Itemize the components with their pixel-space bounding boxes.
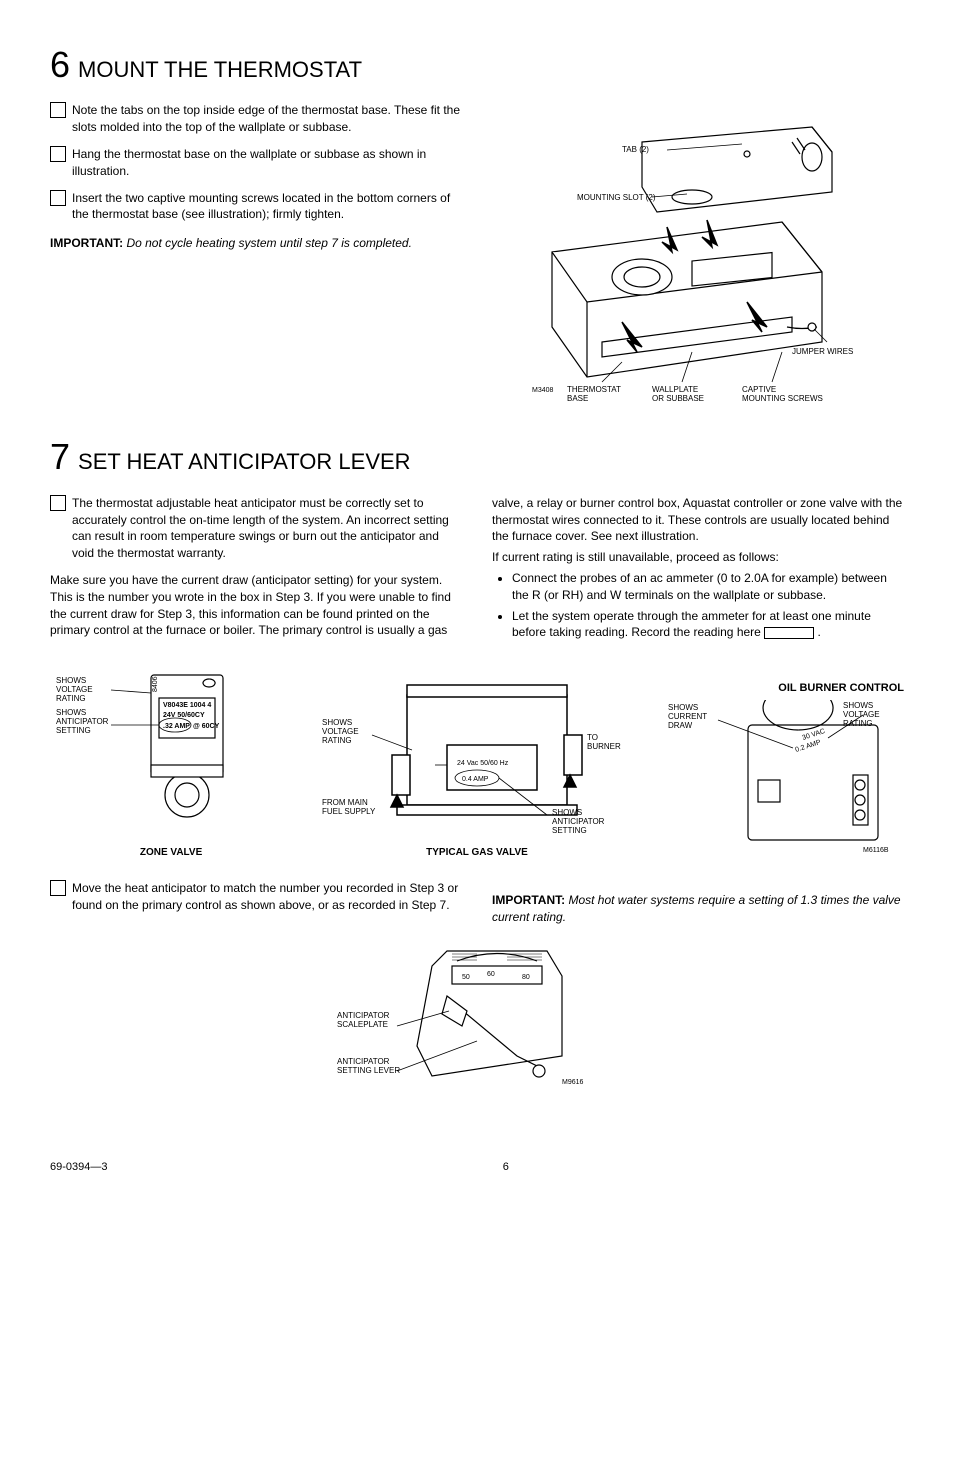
section-6: 6 MOUNT THE THERMOSTAT Note the tabs on … xyxy=(50,40,904,402)
step-text: Note the tabs on the top inside edge of … xyxy=(72,102,462,136)
section-6-layout: Note the tabs on the top inside edge of … xyxy=(50,102,904,402)
section-6-title: 6 MOUNT THE THERMOSTAT xyxy=(50,40,904,90)
zone-valve-diagram: V8043E 1004 4 24V 50/60CY .32 AMP @ 60CY… xyxy=(50,665,292,860)
step-text: Hang the thermostat base on the wallplat… xyxy=(72,146,462,180)
step-item: Note the tabs on the top inside edge of … xyxy=(50,102,462,136)
step-item: Insert the two captive mounting screws l… xyxy=(50,190,462,224)
important-label: IMPORTANT: xyxy=(50,236,123,250)
oil-burner-diagram: OIL BURNER CONTROL 30 VAC 0.2 AMP SHOWSC… xyxy=(662,681,904,860)
checkbox-icon xyxy=(50,190,66,206)
diagram-jumper-label: JUMPER WIRES xyxy=(792,347,853,356)
diagram-wallplate-label: WALLPLATEOR SUBBASE xyxy=(652,385,704,402)
oil-burner-svg: 30 VAC 0.2 AMP SHOWSCURRENTDRAW SHOWSVOL… xyxy=(668,700,898,855)
reading-input-box xyxy=(764,627,814,639)
anticipator-diagram: 50 60 80 ANTICIPATORSCALEPLATE ANTICIPAT… xyxy=(50,936,904,1101)
section-7-title: 7 SET HEAT ANTICIPATOR LEVER xyxy=(50,432,904,482)
bottom-right: IMPORTANT: Most hot water systems requir… xyxy=(492,880,904,926)
diagram-base-label: THERMOSTATBASE xyxy=(567,385,621,402)
bullet-item: Let the system operate through the ammet… xyxy=(512,608,904,642)
scale-80: 80 xyxy=(522,974,530,981)
zone-anticipator-label: SHOWSANTICIPATORSETTING xyxy=(56,708,109,735)
gas-vac: 24 Vac 50/60 Hz xyxy=(457,760,509,767)
section-7-right: valve, a relay or burner control box, Aq… xyxy=(492,495,904,645)
step-text: The thermostat adjustable heat anticipat… xyxy=(72,495,462,562)
paragraph: If current rating is still unavailable, … xyxy=(492,549,904,566)
checkbox-icon xyxy=(50,495,66,511)
lever-label: ANTICIPATORSETTING LEVER xyxy=(337,1057,400,1075)
plate-line2: 24V 50/60CY xyxy=(163,712,205,719)
oil-burner-title: OIL BURNER CONTROL xyxy=(662,681,904,696)
paragraph: Make sure you have the current draw (ant… xyxy=(50,572,462,639)
gas-valve-svg: 24 Vac 50/60 Hz 0.4 AMP SHOWSVOLTAGERATI… xyxy=(317,665,637,835)
bullet-list: Connect the probes of an ac ammeter (0 t… xyxy=(492,570,904,641)
oil-current-label: SHOWSCURRENTDRAW xyxy=(668,703,707,730)
diagram-slot-label: MOUNTING SLOT (2) xyxy=(577,193,656,202)
footer-left: 69-0394—3 xyxy=(50,1160,108,1175)
footer-center: 6 xyxy=(503,1160,509,1175)
diagram-screws-label: CAPTIVEMOUNTING SCREWS xyxy=(742,385,823,402)
oil-voltage-label: SHOWSVOLTAGERATING xyxy=(843,701,880,728)
section-title-text: SET HEAT ANTICIPATOR LEVER xyxy=(78,447,411,478)
mount-svg: TAB (2) MOUNTING SLOT (2) JUMPER WIRES T… xyxy=(492,102,872,402)
section-7-cols: The thermostat adjustable heat anticipat… xyxy=(50,495,904,645)
section-number: 7 xyxy=(50,432,70,482)
section-number: 6 xyxy=(50,40,70,90)
zone-voltage-label: SHOWSVOLTAGERATING xyxy=(56,676,93,703)
scale-50: 50 xyxy=(462,974,470,981)
bullet-item: Connect the probes of an ac ammeter (0 t… xyxy=(512,570,904,604)
section-7: 7 SET HEAT ANTICIPATOR LEVER The thermos… xyxy=(50,432,904,1100)
gas-valve-caption: TYPICAL GAS VALVE xyxy=(302,846,652,860)
checkbox-icon xyxy=(50,880,66,896)
important-text: Do not cycle heating system until step 7… xyxy=(126,236,411,250)
plate-line1: V8043E 1004 4 xyxy=(163,702,211,709)
checkbox-icon xyxy=(50,146,66,162)
gas-amp: 0.4 AMP xyxy=(462,776,489,783)
step-text: Insert the two captive mounting screws l… xyxy=(72,190,462,224)
page-footer: 69-0394—3 6 xyxy=(50,1160,904,1175)
valve-diagrams: V8043E 1004 4 24V 50/60CY .32 AMP @ 60CY… xyxy=(50,665,904,860)
scaleplate-label: ANTICIPATORSCALEPLATE xyxy=(337,1011,390,1029)
checkbox-icon xyxy=(50,102,66,118)
gas-valve-diagram: 24 Vac 50/60 Hz 0.4 AMP SHOWSVOLTAGERATI… xyxy=(302,665,652,860)
section-7-left: The thermostat adjustable heat anticipat… xyxy=(50,495,462,645)
bottom-left: Move the heat anticipator to match the n… xyxy=(50,880,462,926)
section-6-text-col: Note the tabs on the top inside edge of … xyxy=(50,102,462,402)
paragraph: valve, a relay or burner control box, Aq… xyxy=(492,495,904,545)
important-note: IMPORTANT: Do not cycle heating system u… xyxy=(50,235,462,252)
section-title-text: MOUNT THE THERMOSTAT xyxy=(78,55,362,86)
diagram-ref: M3408 xyxy=(532,387,554,394)
gas-to-burner: TOBURNER xyxy=(587,733,621,751)
gas-voltage-label: SHOWSVOLTAGERATING xyxy=(322,718,359,745)
scale-60: 60 xyxy=(487,971,495,978)
oil-ref: M6116B xyxy=(863,847,889,854)
plate-line3: .32 AMP xyxy=(163,723,190,730)
step-item: Hang the thermostat base on the wallplat… xyxy=(50,146,462,180)
zone-valve-svg: V8043E 1004 4 24V 50/60CY .32 AMP @ 60CY… xyxy=(51,665,291,835)
plate-line3b: @ 60CY xyxy=(193,723,220,730)
bullet-text: Let the system operate through the ammet… xyxy=(512,609,871,640)
important-label: IMPORTANT: xyxy=(492,893,565,907)
gas-anticipator-label: SHOWSANTICIPATORSETTING xyxy=(552,808,605,835)
important-note: IMPORTANT: Most hot water systems requir… xyxy=(492,892,904,926)
anticipator-ref: M9616 xyxy=(562,1079,584,1086)
step-text: Move the heat anticipator to match the n… xyxy=(72,880,462,914)
zone-valve-caption: ZONE VALVE xyxy=(50,846,292,860)
step-item: The thermostat adjustable heat anticipat… xyxy=(50,495,462,562)
step-item: Move the heat anticipator to match the n… xyxy=(50,880,462,914)
anticipator-svg: 50 60 80 ANTICIPATORSCALEPLATE ANTICIPAT… xyxy=(337,936,617,1096)
thermostat-mount-diagram: TAB (2) MOUNTING SLOT (2) JUMPER WIRES T… xyxy=(492,102,904,402)
code: 8406 xyxy=(152,676,159,692)
section-7-bottom: Move the heat anticipator to match the n… xyxy=(50,880,904,926)
gas-from-main: FROM MAINFUEL SUPPLY xyxy=(322,798,376,816)
diagram-tab-label: TAB (2) xyxy=(622,145,649,154)
